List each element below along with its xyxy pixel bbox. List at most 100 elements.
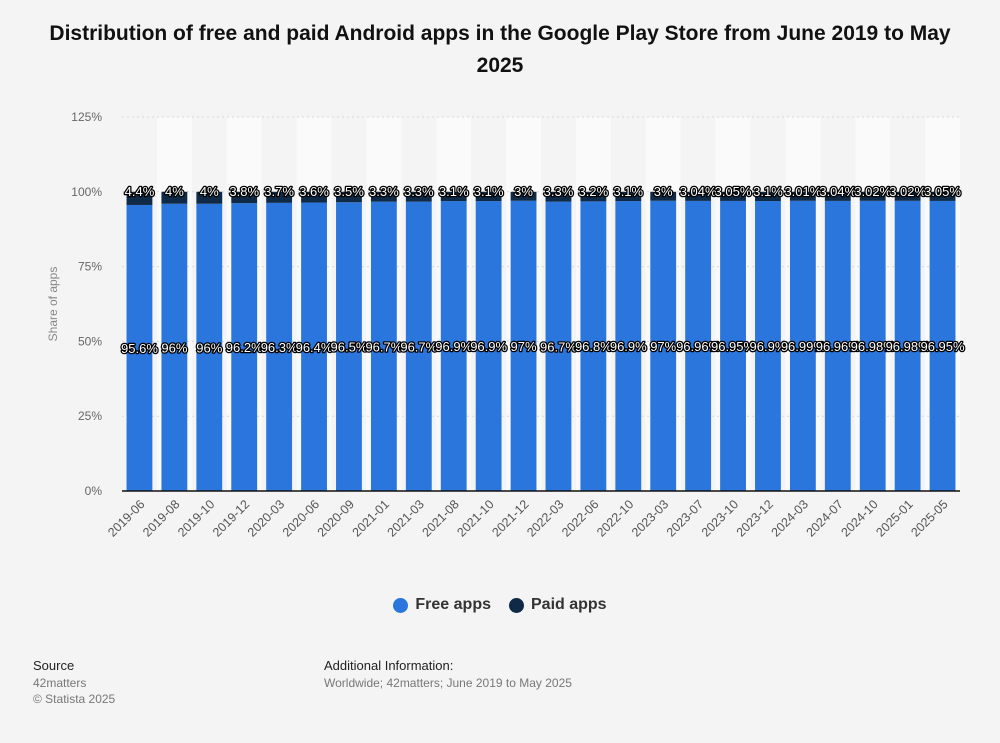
data-label-paid: 3.3% (404, 184, 434, 199)
data-label-free: 96.7% (540, 339, 577, 354)
bar-paid-apps (720, 191, 746, 201)
bar-paid-apps (755, 191, 781, 202)
source-block: Source 42matters © Statista 2025 (33, 658, 115, 707)
bar-free-apps (755, 201, 781, 491)
data-label-paid: 3.5% (334, 184, 364, 199)
y-tick-label: 75% (78, 260, 102, 274)
legend-dot-paid-icon (509, 597, 524, 613)
bar-paid-apps (440, 191, 467, 202)
data-label-paid: 3.04% (680, 184, 717, 199)
data-label-paid: 4% (165, 184, 184, 199)
bar-free-apps (615, 201, 642, 491)
y-tick-label: 100% (71, 185, 102, 199)
bar-free-apps (789, 200, 816, 492)
x-tick-label: 2019-08 (140, 497, 182, 539)
bar-free-apps (266, 202, 293, 491)
x-tick-label: 2021-01 (350, 497, 392, 539)
x-tick-label: 2020-06 (280, 497, 322, 539)
bar-paid-apps (615, 191, 642, 202)
bar-free-apps (545, 201, 572, 492)
x-tick-label: 2021-08 (419, 497, 461, 539)
additional-info-block: Additional Information: Worldwide; 42mat… (324, 658, 572, 691)
x-tick-label: 2025-05 (908, 497, 950, 539)
bar-paid-apps (266, 191, 293, 203)
copyright: © Statista 2025 (33, 692, 116, 706)
bar-paid-apps (161, 191, 188, 204)
data-label-free: 96% (196, 340, 222, 355)
data-label-paid: 4% (200, 184, 219, 199)
data-label-paid: 4.4% (125, 184, 155, 199)
data-label-paid: 3.6% (299, 184, 329, 199)
data-label-free: 95.6% (121, 341, 158, 356)
y-tick-label: 0% (85, 484, 103, 498)
additional-info-label[interactable]: Additional Information: (324, 658, 454, 673)
source-label: Source (33, 658, 75, 673)
bar-free-apps (440, 201, 467, 491)
x-tick-label: 2022-06 (559, 497, 601, 539)
bar-free-apps (405, 201, 432, 492)
x-tick-label: 2023-07 (664, 497, 706, 539)
bar-paid-apps (196, 191, 223, 204)
source-value[interactable]: 42matters (33, 676, 87, 690)
x-tick-label: 2024-07 (804, 497, 846, 539)
data-label-paid: 3.1% (753, 184, 783, 199)
bar-free-apps (580, 201, 607, 492)
bar-paid-apps (650, 191, 677, 201)
bar-free-apps (126, 204, 153, 492)
data-label-free: 96.3% (261, 340, 298, 355)
chart-title: Distribution of free and paid Android ap… (49, 22, 951, 77)
data-label-free: 96.4% (296, 340, 333, 355)
y-tick-label: 50% (78, 334, 102, 348)
bar-paid-apps (510, 191, 537, 201)
data-label-free: 96.9% (750, 339, 787, 354)
data-label-free: 96.9% (470, 339, 507, 354)
bar-paid-apps (301, 191, 327, 203)
x-tick-label: 2023-03 (629, 497, 671, 539)
data-label-free: 96.96% (816, 339, 861, 354)
data-label-free: 96.7% (365, 339, 402, 354)
legend-item-paid[interactable]: Paid apps (509, 596, 607, 614)
x-tick-label: 2021-12 (489, 497, 531, 539)
y-axis-title: Share of apps (46, 267, 60, 342)
bar-paid-apps (545, 191, 572, 202)
data-label-free: 96.9% (435, 339, 472, 354)
bar-free-apps (929, 200, 956, 491)
data-label-paid: 3.05% (924, 184, 961, 199)
legend-label-free: Free apps (415, 596, 491, 613)
x-tick-label: 2022-10 (594, 497, 636, 539)
legend-dot-free-icon (393, 597, 409, 613)
data-label-paid: 3.3% (369, 184, 399, 199)
data-label-paid: 3.02% (854, 184, 891, 199)
data-label-paid: 3.1% (613, 184, 643, 199)
x-tick-label: 2021-03 (385, 497, 427, 539)
bar-free-apps (161, 203, 188, 491)
x-tick-label: 2019-06 (105, 497, 147, 539)
data-label-paid: 3.8% (229, 184, 259, 199)
bar-paid-apps (580, 191, 607, 202)
bar-paid-apps (685, 191, 712, 201)
legend-item-free[interactable]: Free apps (393, 596, 491, 614)
data-label-free: 96.98% (886, 339, 931, 354)
data-label-free: 96.7% (400, 339, 437, 354)
x-tick-label: 2024-03 (769, 497, 811, 539)
bar-free-apps (196, 203, 223, 491)
data-label-free: 96.9% (610, 339, 647, 354)
data-label-free: 96% (161, 340, 187, 355)
y-tick-label: 25% (78, 409, 102, 423)
bar-paid-apps (370, 191, 397, 202)
bar-free-apps (336, 202, 362, 491)
bar-paid-apps (859, 191, 886, 201)
data-label-free: 97% (650, 339, 676, 354)
data-label-paid: 3% (514, 184, 533, 199)
x-tick-label: 2020-03 (245, 497, 287, 539)
bar-paid-apps (929, 191, 956, 201)
data-label-free: 96.95% (920, 339, 965, 354)
x-tick-label: 2019-12 (210, 497, 252, 539)
x-tick-label: 2019-10 (175, 497, 217, 539)
bar-free-apps (370, 201, 397, 492)
data-label-paid: 3.2% (579, 184, 609, 199)
bar-free-apps (301, 202, 327, 491)
bar-free-apps (231, 203, 258, 491)
bar-free-apps (720, 200, 746, 491)
data-label-paid: 3.7% (264, 184, 294, 199)
